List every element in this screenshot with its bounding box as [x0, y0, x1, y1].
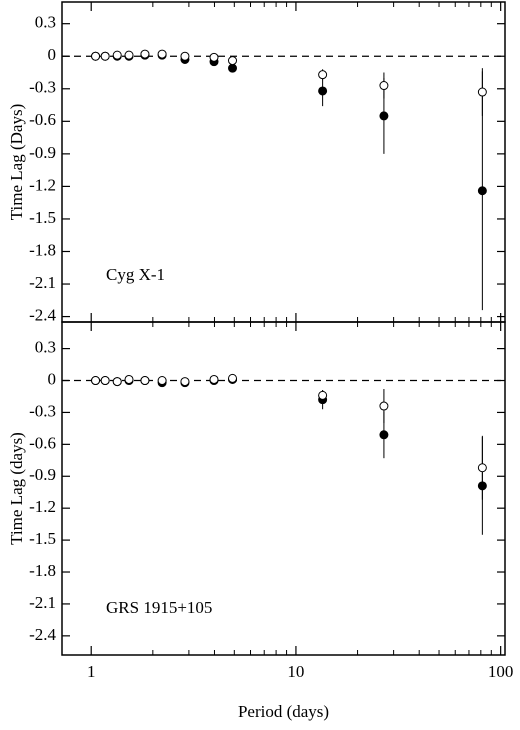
- data-point: [100, 51, 110, 61]
- x-tick-label: 10: [287, 662, 304, 681]
- data-point: [91, 376, 101, 386]
- data-point: [124, 374, 134, 384]
- data-point: [379, 111, 389, 121]
- data-point: [318, 390, 328, 400]
- y-axis-label: Time Lag (Days): [7, 104, 26, 220]
- data-point: [477, 463, 487, 473]
- x-axis-label: Period (days): [238, 702, 329, 721]
- data-point: [209, 52, 219, 62]
- data-point: [379, 430, 389, 440]
- data-point: [124, 50, 134, 60]
- data-point: [91, 51, 101, 61]
- y-tick-label: -1.2: [29, 497, 56, 516]
- x-tick-label: 100: [488, 662, 514, 681]
- data-point: [180, 377, 190, 387]
- y-axis-label: Time Lag (days): [7, 432, 26, 545]
- y-tick-label: -2.4: [29, 305, 56, 324]
- data-point: [157, 49, 167, 59]
- y-tick-label: -1.2: [29, 175, 56, 194]
- annotation: Cyg X-1: [106, 265, 165, 284]
- y-tick-label: -1.8: [29, 240, 56, 259]
- data-point: [112, 50, 122, 60]
- data-point: [112, 377, 122, 387]
- y-tick-label: 0.3: [35, 338, 56, 357]
- y-tick-label: -1.8: [29, 561, 56, 580]
- annotation: GRS 1915+105: [106, 598, 212, 617]
- y-tick-label: 0: [48, 369, 57, 388]
- plot-frame: [61, 321, 506, 656]
- data-point: [100, 376, 110, 386]
- y-tick-label: 0.3: [35, 13, 56, 32]
- data-point: [157, 376, 167, 386]
- y-tick-label: -2.1: [29, 593, 56, 612]
- data-point: [318, 70, 328, 80]
- data-point: [379, 81, 389, 91]
- data-point: [477, 186, 487, 196]
- y-tick-label: 0: [48, 45, 57, 64]
- y-tick-label: -0.9: [29, 143, 56, 162]
- data-point: [379, 401, 389, 411]
- data-point: [477, 87, 487, 97]
- y-tick-label: -2.4: [29, 625, 56, 644]
- data-point: [180, 51, 190, 61]
- y-tick-label: -0.3: [29, 78, 56, 97]
- data-point: [140, 49, 150, 59]
- y-tick-label: -0.6: [29, 110, 56, 129]
- y-tick-label: -0.6: [29, 433, 56, 452]
- data-point: [228, 56, 238, 66]
- data-point: [209, 374, 219, 384]
- data-point: [318, 86, 328, 96]
- data-point: [477, 481, 487, 491]
- data-point: [228, 373, 238, 383]
- y-tick-label: -2.1: [29, 273, 56, 292]
- y-tick-label: -0.3: [29, 401, 56, 420]
- data-point: [228, 63, 238, 73]
- data-point: [140, 376, 150, 386]
- y-tick-label: -0.9: [29, 465, 56, 484]
- y-tick-label: -1.5: [29, 208, 56, 227]
- y-tick-label: -1.5: [29, 529, 56, 548]
- x-tick-label: 1: [87, 662, 96, 681]
